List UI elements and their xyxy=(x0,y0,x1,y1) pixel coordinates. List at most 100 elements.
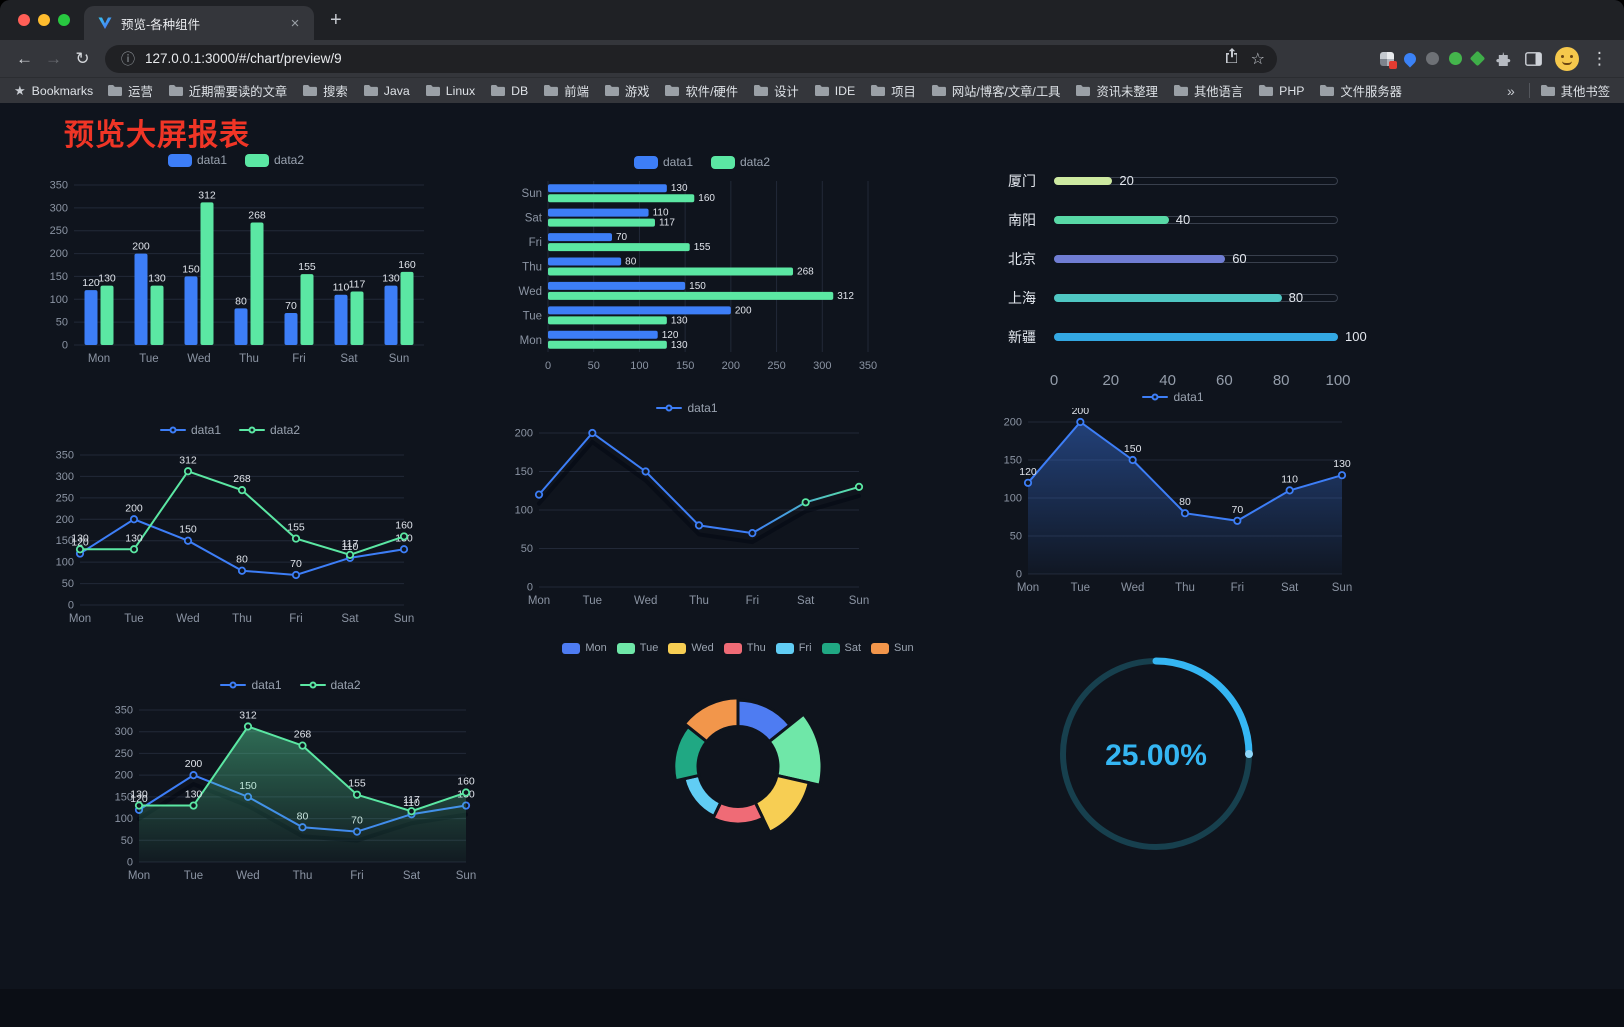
svg-text:200: 200 xyxy=(515,428,533,440)
forward-button[interactable]: → xyxy=(45,48,62,68)
legend-item-data2[interactable]: data2 xyxy=(711,155,770,169)
legend-item-data1[interactable]: data1 xyxy=(220,678,282,692)
legend-item-data2[interactable]: data2 xyxy=(239,423,300,437)
chart-legend: data1 data2 xyxy=(40,149,432,171)
legend-item-Fri[interactable]: Fri xyxy=(775,642,812,654)
progress-track: 80 xyxy=(1054,290,1338,305)
legend-item-Sat[interactable]: Sat xyxy=(821,642,861,654)
menu-kebab-icon[interactable]: ⋮ xyxy=(1591,48,1608,68)
progress-fill xyxy=(1054,176,1113,185)
progress-row-厦门: 厦门 20 xyxy=(1008,161,1338,200)
extension-icon-1[interactable] xyxy=(1380,51,1397,69)
legend-item-Sun[interactable]: Sun xyxy=(871,642,914,654)
legend-item-Wed[interactable]: Wed xyxy=(668,642,714,654)
extension-badge xyxy=(1389,60,1397,69)
svg-text:200: 200 xyxy=(1072,408,1090,417)
bookmark-folder[interactable]: 资讯未整理 xyxy=(1075,82,1158,100)
share-icon[interactable] xyxy=(1225,48,1239,69)
svg-text:50: 50 xyxy=(56,317,68,329)
svg-text:50: 50 xyxy=(588,360,600,372)
legend-swatch-icon xyxy=(821,642,840,654)
bookmark-folder[interactable]: 软件/硬件 xyxy=(664,82,738,100)
extension-icon-2[interactable] xyxy=(1401,50,1419,67)
chart-line-gradient: data1 0 50 100 150 200 Mon Tue Wed Thu Fri Sat Sun xyxy=(503,397,871,619)
close-tab-icon[interactable]: × xyxy=(290,14,300,32)
bookmark-folder[interactable]: IDE xyxy=(814,84,855,98)
progress-axis: 0 20 40 60 80 100 xyxy=(1049,372,1351,389)
svg-text:100: 100 xyxy=(56,557,74,569)
svg-text:Sun: Sun xyxy=(389,353,409,365)
legend-item-Tue[interactable]: Tue xyxy=(616,642,658,654)
svg-text:250: 250 xyxy=(767,360,785,372)
legend-line-marker-icon xyxy=(656,404,683,412)
svg-text:130: 130 xyxy=(671,315,688,326)
progress-fill xyxy=(1054,293,1282,302)
new-tab-button[interactable]: + xyxy=(330,9,342,31)
extension-icon-5[interactable] xyxy=(1469,50,1486,67)
svg-text:150: 150 xyxy=(50,271,68,283)
legend-item-data1[interactable]: data1 xyxy=(1142,390,1204,404)
bookmark-folder[interactable]: 设计 xyxy=(753,82,799,100)
legend-item-data1[interactable]: data1 xyxy=(633,155,693,169)
svg-text:Sun: Sun xyxy=(1332,582,1352,594)
legend-item-Thu[interactable]: Thu xyxy=(723,642,766,654)
bookmark-folder[interactable]: Java xyxy=(363,84,410,98)
svg-text:160: 160 xyxy=(698,193,715,204)
close-window-button[interactable] xyxy=(18,14,30,26)
svg-text:150: 150 xyxy=(676,360,694,372)
bookmarks-overflow-button[interactable]: » xyxy=(1507,82,1515,99)
bookmark-folder[interactable]: 前端 xyxy=(543,82,589,100)
bookmark-folder[interactable]: DB xyxy=(490,84,528,98)
folder-icon xyxy=(931,85,946,96)
legend-item-Mon[interactable]: Mon xyxy=(562,642,607,654)
svg-text:Sat: Sat xyxy=(525,213,543,225)
svg-text:50: 50 xyxy=(121,835,133,847)
zoom-window-button[interactable] xyxy=(58,14,70,26)
svg-text:Thu: Thu xyxy=(293,870,313,882)
svg-text:120: 120 xyxy=(662,330,679,341)
profile-avatar[interactable] xyxy=(1555,46,1579,71)
bookmark-folder[interactable]: 近期需要读的文章 xyxy=(168,82,287,100)
extensions-puzzle-icon[interactable] xyxy=(1493,49,1513,69)
svg-text:Thu: Thu xyxy=(232,613,252,625)
svg-text:150: 150 xyxy=(182,263,200,275)
bookmark-star-icon[interactable]: ☆ xyxy=(1250,50,1265,68)
svg-text:0: 0 xyxy=(127,857,133,869)
bookmark-folder[interactable]: Linux xyxy=(425,84,475,98)
bookmark-folder[interactable]: PHP xyxy=(1258,84,1304,98)
svg-text:100: 100 xyxy=(630,360,648,372)
minimize-window-button[interactable] xyxy=(38,14,50,26)
svg-text:117: 117 xyxy=(349,279,366,291)
bookmark-folder[interactable]: 项目 xyxy=(870,82,916,100)
extension-icon-4[interactable] xyxy=(1449,52,1462,65)
legend-item-data1[interactable]: data1 xyxy=(167,153,227,167)
page-content: 预览大屏报表 data1 data2 0 50 100 150 200 250 300 350 Mo… xyxy=(0,104,1624,1027)
bookmark-folder[interactable]: 网站/博客/文章/工具 xyxy=(931,82,1060,100)
progress-value: 60 xyxy=(1232,250,1247,266)
other-bookmarks-folder[interactable]: 其他书签 xyxy=(1540,82,1610,100)
svg-text:Sat: Sat xyxy=(1281,582,1299,594)
svg-text:Wed: Wed xyxy=(519,286,542,298)
legend-item-data2[interactable]: data2 xyxy=(245,153,304,167)
bookmark-folder[interactable]: 游戏 xyxy=(604,82,649,100)
extension-icon-3[interactable] xyxy=(1426,52,1439,65)
legend-item-data1[interactable]: data1 xyxy=(159,423,221,437)
side-panel-icon[interactable] xyxy=(1523,49,1543,69)
legend-item-data2[interactable]: data2 xyxy=(299,678,361,692)
folder-icon xyxy=(754,85,769,96)
bookmark-folder[interactable]: 其他语言 xyxy=(1173,82,1243,100)
folder-icon xyxy=(1540,85,1555,96)
site-info-icon[interactable]: ⓘ xyxy=(121,50,135,67)
svg-text:0: 0 xyxy=(68,600,74,612)
reload-button[interactable]: ↻ xyxy=(75,48,90,68)
legend-item-data1[interactable]: data1 xyxy=(656,401,718,415)
bookmarks-root-item[interactable]: ★ Bookmarks xyxy=(14,83,93,99)
bookmark-folder[interactable]: 搜索 xyxy=(302,82,348,100)
svg-text:250: 250 xyxy=(115,748,133,760)
back-button[interactable]: ← xyxy=(16,48,33,68)
bookmark-folder[interactable]: 文件服务器 xyxy=(1319,82,1402,100)
bookmark-folder[interactable]: 运营 xyxy=(107,82,153,100)
svg-text:312: 312 xyxy=(198,189,216,201)
address-bar[interactable]: ⓘ 127.0.0.1:3000/#/chart/preview/9 ☆ xyxy=(105,44,1277,73)
browser-tab[interactable]: 预览-各种组件 × xyxy=(84,6,314,40)
